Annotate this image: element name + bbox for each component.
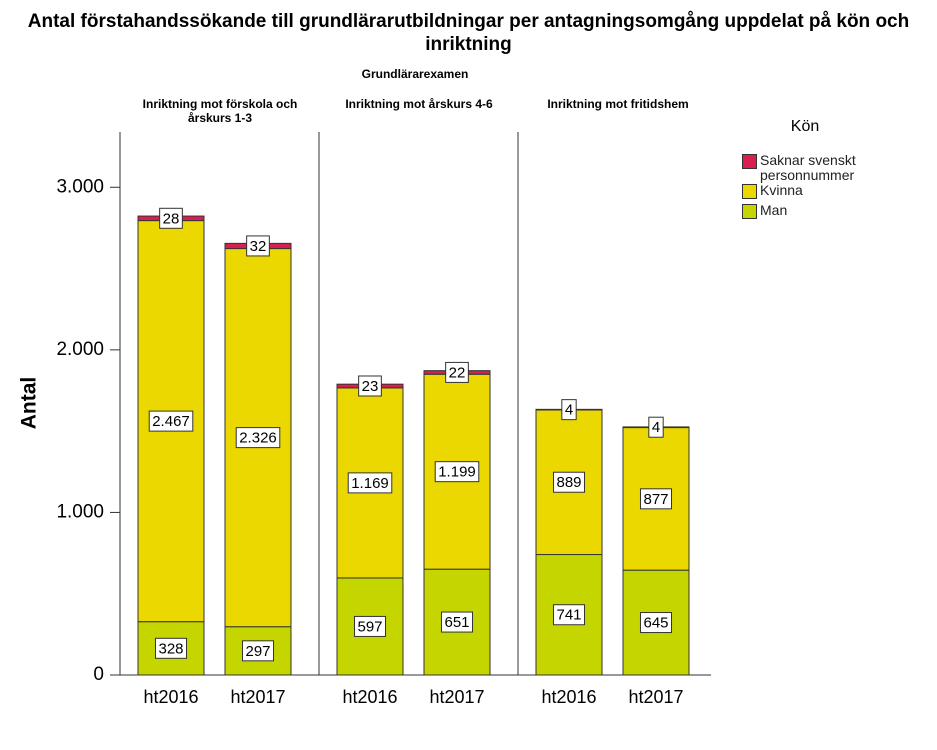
value-label: 645 [643, 615, 668, 632]
value-label: 1.169 [351, 475, 389, 492]
value-label: 1.199 [438, 464, 476, 481]
legend-label: Man [760, 202, 788, 218]
value-label: 4 [652, 419, 660, 436]
value-label-box [552, 604, 586, 626]
x-tick-label: ht2017 [230, 687, 285, 707]
legend-label: Kvinna [760, 182, 803, 198]
value-label-box [561, 399, 577, 421]
legend-swatch [742, 184, 757, 199]
legend-label: Saknar svenskt personnummer [760, 152, 856, 183]
x-tick-label: ht2016 [342, 687, 397, 707]
value-label-box [639, 612, 673, 634]
value-label-box [148, 410, 194, 432]
x-tick-label: ht2016 [541, 687, 596, 707]
value-label-box [246, 235, 270, 257]
value-label-box [648, 416, 664, 438]
value-label-box [639, 488, 673, 510]
x-tick-label: ht2017 [628, 687, 683, 707]
y-tick-label: 2.000 [56, 339, 104, 360]
value-label: 597 [357, 618, 382, 635]
x-tick-label: ht2016 [143, 687, 198, 707]
value-label: 651 [444, 614, 469, 631]
value-label: 328 [158, 640, 183, 657]
y-tick-label: 1.000 [56, 501, 104, 522]
legend-title: Kön [790, 118, 820, 135]
value-label-box [353, 615, 387, 637]
y-tick-label: 3.000 [56, 176, 104, 197]
value-label: 2.467 [152, 413, 190, 430]
panel-title: Inriktning mot fritidshem [547, 97, 689, 111]
value-label: 22 [449, 364, 466, 381]
value-label: 297 [245, 643, 270, 660]
value-label-box [552, 471, 586, 493]
value-label-box [358, 375, 382, 397]
value-label-box [235, 427, 281, 449]
panel-title: Inriktning mot förskola och årskurs 1-3 [142, 97, 298, 125]
panel-title: Inriktning mot årskurs 4-6 [345, 97, 493, 111]
value-label-box [159, 207, 183, 229]
value-label-box [241, 640, 275, 662]
chart-title: Antal förstahandssökande till grundlärar… [27, 11, 910, 55]
value-label: 877 [643, 491, 668, 508]
chart-subtitle: Grundlärarexamen [361, 67, 469, 81]
value-label: 28 [163, 210, 180, 227]
value-label: 23 [362, 378, 379, 395]
value-label-box [434, 461, 480, 483]
value-label-box [154, 637, 188, 659]
x-tick-label: ht2017 [429, 687, 484, 707]
value-label-box [445, 361, 469, 383]
legend-swatch [742, 204, 757, 219]
value-label: 2.326 [239, 430, 277, 447]
y-axis-title: Antal [18, 377, 41, 430]
legend-swatch [742, 154, 757, 169]
value-label-box [440, 611, 474, 633]
value-label: 32 [250, 238, 267, 255]
value-label: 889 [556, 474, 581, 491]
value-label-box [347, 472, 393, 494]
value-label: 741 [556, 607, 581, 624]
y-tick-label: 0 [93, 664, 104, 685]
value-label: 4 [565, 402, 573, 419]
